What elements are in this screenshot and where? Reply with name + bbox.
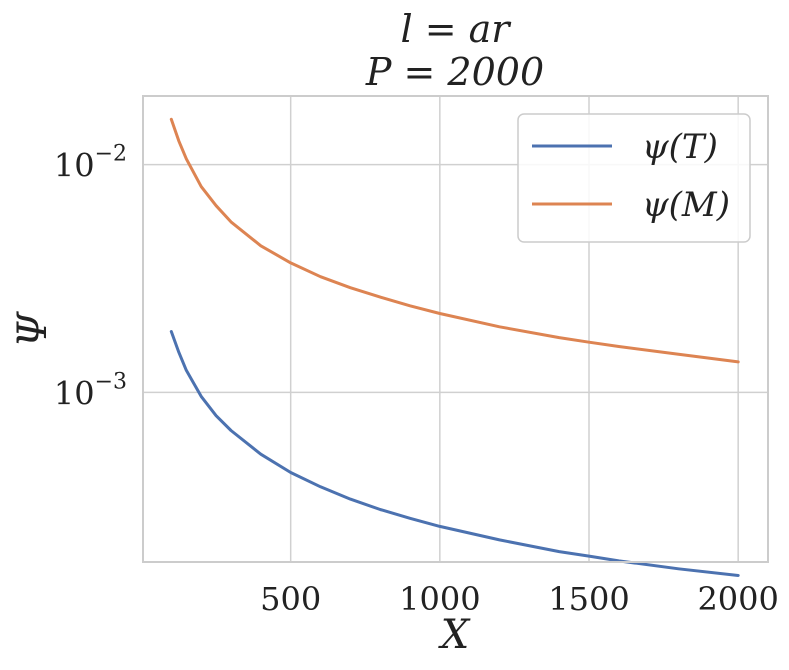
x-tick-label: 2000 bbox=[697, 580, 778, 618]
y-tick-labels: 10−3 10−2 bbox=[54, 142, 127, 413]
y-tick-label: 10−3 bbox=[54, 369, 127, 412]
plot-frame bbox=[142, 95, 769, 563]
x-tick-labels: 500 1000 1500 2000 bbox=[260, 580, 779, 618]
chart-title-line-2: P = 2000 bbox=[365, 50, 544, 94]
x-tick-label: 1000 bbox=[399, 580, 480, 618]
plot-series bbox=[169, 117, 740, 577]
x-axis-label: X bbox=[438, 612, 471, 658]
y-tick-label: 10−2 bbox=[54, 142, 127, 185]
x-tick-label: 1500 bbox=[548, 580, 629, 618]
x-tick-label: 500 bbox=[260, 580, 321, 618]
series-line-2 bbox=[169, 117, 740, 364]
y-axis-label: Ψ bbox=[10, 311, 56, 348]
legend-label-2: ψ(M) bbox=[642, 185, 730, 225]
legend-label-1: ψ(T) bbox=[642, 127, 718, 167]
legend: ψ(T) ψ(M) bbox=[517, 113, 751, 243]
chart-title-line-1: l = ar bbox=[401, 7, 513, 51]
series-line-1 bbox=[169, 330, 740, 577]
